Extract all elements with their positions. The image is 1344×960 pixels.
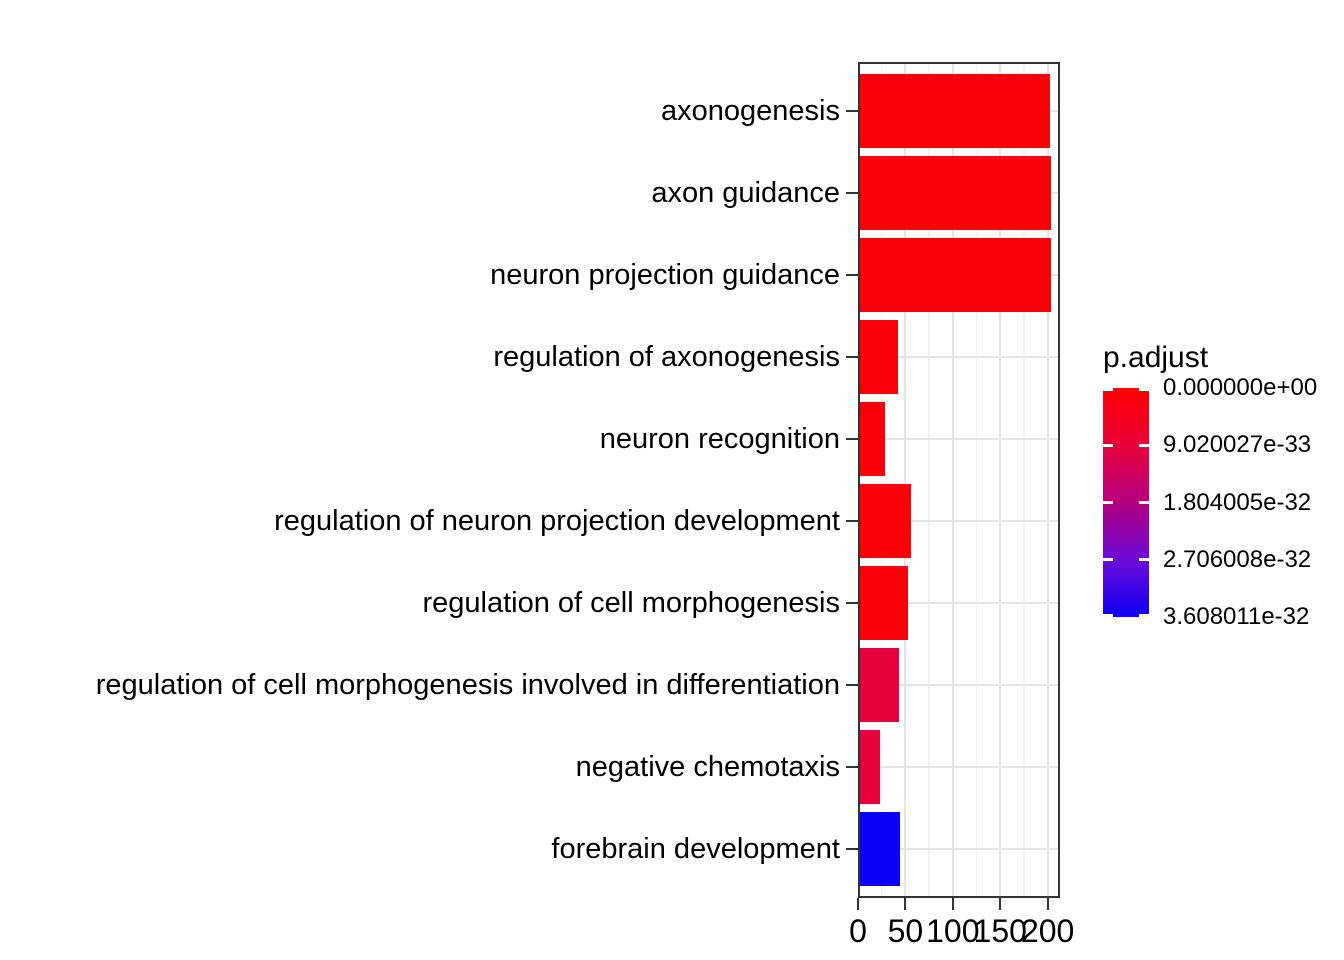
gridline-vertical-major <box>951 62 954 898</box>
legend-tick-label: 2.706008e-32 <box>1163 545 1312 573</box>
bar <box>858 238 1052 312</box>
y-axis-label: neuron recognition <box>599 423 840 456</box>
bar <box>858 156 1052 230</box>
y-axis-label: regulation of neuron projection developm… <box>274 504 840 537</box>
legend-gradient-tick <box>1139 614 1149 617</box>
y-axis-label: regulation of cell morphogenesis involve… <box>95 668 840 701</box>
bar <box>858 402 885 476</box>
bar <box>858 74 1050 149</box>
y-axis-label: regulation of axonogenesis <box>493 341 840 374</box>
y-axis-tick <box>846 765 858 768</box>
y-axis-label: neuron projection guidance <box>490 259 840 292</box>
gridline-vertical-minor <box>975 62 978 898</box>
legend-tick-label: 3.608011e-32 <box>1163 603 1310 630</box>
legend-gradient-tick <box>1139 558 1149 562</box>
gridline-horizontal-major <box>858 356 1060 359</box>
bar <box>858 729 880 804</box>
legend-gradient-tick <box>1139 443 1149 447</box>
x-axis-tick <box>904 898 907 910</box>
y-axis-tick <box>846 519 858 522</box>
y-axis-tick <box>846 356 858 359</box>
legend-gradient-tick <box>1139 388 1149 391</box>
plot-panel <box>858 62 1060 898</box>
y-axis-label: axonogenesis <box>661 95 840 128</box>
gridline-vertical-minor <box>928 62 930 898</box>
legend-gradient-tick <box>1139 501 1149 504</box>
gridline-horizontal-major <box>858 519 1060 522</box>
legend-gradient-tick <box>1103 558 1113 562</box>
gridline-horizontal-major <box>858 683 1060 686</box>
legend-tick-label: 9.020027e-33 <box>1163 431 1312 459</box>
legend-gradient-tick <box>1103 443 1113 447</box>
x-axis-tick <box>857 898 859 910</box>
bar <box>858 566 909 640</box>
x-axis-tick-label: 200 <box>1020 913 1075 949</box>
x-axis-tick-label: 0 <box>849 913 867 949</box>
y-axis-tick <box>846 110 858 113</box>
legend-tick-label: 0.000000e+00 <box>1163 374 1318 401</box>
legend-tick-label: 1.804005e-32 <box>1163 488 1312 516</box>
gridline-horizontal-major <box>858 438 1060 441</box>
y-axis-label: axon guidance <box>651 177 840 210</box>
y-axis-tick <box>846 192 858 195</box>
y-axis-tick <box>846 438 858 441</box>
y-axis-tick <box>846 683 858 686</box>
legend-gradient-tick <box>1103 501 1113 504</box>
gridline-vertical-minor <box>880 62 883 898</box>
y-axis-label: regulation of cell morphogenesis <box>422 586 840 619</box>
gridline-horizontal-major <box>858 847 1060 850</box>
y-axis-label: negative chemotaxis <box>575 750 840 783</box>
gridline-vertical-major <box>999 62 1002 898</box>
x-axis-tick-label: 150 <box>973 913 1027 949</box>
gridline-vertical-minor <box>1023 62 1025 898</box>
bar <box>858 648 899 722</box>
gridline-horizontal-major <box>858 601 1060 604</box>
x-axis-tick <box>951 898 954 910</box>
gridline-vertical-major <box>1046 62 1049 898</box>
x-axis-tick-label: 50 <box>887 913 924 949</box>
gridline-vertical-major <box>904 62 907 898</box>
legend-title: p.adjust <box>1103 341 1209 374</box>
x-axis-tick-label: 100 <box>926 913 980 949</box>
legend-gradient-tick <box>1103 388 1113 391</box>
legend-gradient-tick <box>1103 614 1113 617</box>
x-axis-tick <box>1046 898 1049 910</box>
bar <box>858 484 912 558</box>
bar <box>858 811 900 886</box>
bar <box>858 320 898 394</box>
gridline-horizontal-major <box>858 765 1060 768</box>
y-axis-tick <box>846 274 858 277</box>
y-axis-tick <box>846 601 858 604</box>
y-axis-tick <box>846 847 858 850</box>
x-axis-tick <box>999 898 1002 910</box>
y-axis-label: forebrain development <box>551 832 840 865</box>
